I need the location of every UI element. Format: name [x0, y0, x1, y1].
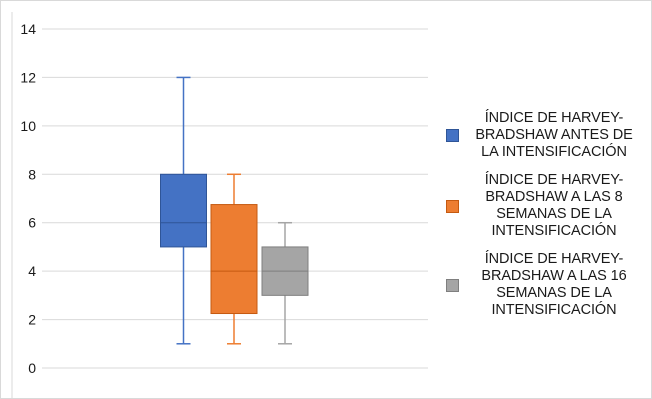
y-axis: 0 2 4 6 8 10 12 14 [20, 21, 36, 376]
legend-label: ÍNDICE DE HARVEY- BRADSHAW ANTES DE LA I… [475, 110, 633, 160]
y-tick-label: 8 [28, 166, 36, 182]
box-series-3 [261, 221, 309, 345]
legend-item-16-semanas: ÍNDICE DE HARVEY- BRADSHAW A LAS 16 SEMA… [446, 251, 646, 319]
box-series-1 [160, 76, 207, 345]
y-tick-label: 6 [28, 215, 36, 231]
legend-swatch-gray [446, 278, 459, 292]
legend-label: ÍNDICE DE HARVEY- BRADSHAW A LAS 16 SEMA… [481, 251, 627, 318]
box-series-2 [210, 173, 258, 345]
legend: ÍNDICE DE HARVEY- BRADSHAW ANTES DE LA I… [446, 0, 646, 399]
y-tick-label: 12 [20, 69, 36, 85]
box-iqr [160, 173, 207, 248]
legend-item-8-semanas: ÍNDICE DE HARVEY- BRADSHAW A LAS 8 SEMAN… [446, 172, 646, 240]
box-iqr [210, 204, 258, 315]
box-series [160, 76, 309, 345]
legend-swatch-blue [446, 129, 459, 142]
y-tick-label: 10 [20, 118, 36, 134]
legend-item-antes: ÍNDICE DE HARVEY- BRADSHAW ANTES DE LA I… [446, 110, 646, 161]
y-tick-label: 0 [28, 360, 36, 376]
y-tick-label: 4 [28, 263, 36, 279]
legend-label: ÍNDICE DE HARVEY- BRADSHAW A LAS 8 SEMAN… [484, 172, 624, 239]
y-tick-label: 2 [28, 312, 36, 328]
legend-swatch-orange [446, 199, 459, 213]
y-tick-label: 14 [20, 21, 36, 37]
